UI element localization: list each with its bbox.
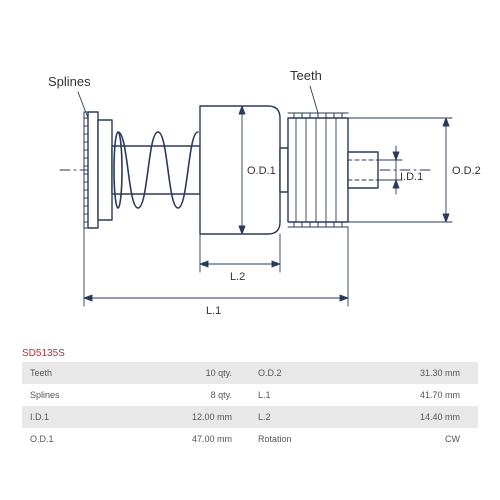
od1-label: O.D.1: [247, 165, 276, 177]
spec-label: Teeth: [22, 362, 92, 384]
spec-label: L.1: [250, 384, 320, 406]
spec-label: O.D.1: [22, 428, 92, 450]
spec-label: L.2: [250, 406, 320, 428]
spec-value: 14.40 mm: [320, 406, 478, 428]
spec-label: Splines: [22, 384, 92, 406]
table-row: Teeth 10 qty. O.D.2 31.30 mm: [22, 362, 478, 384]
spec-table: Teeth 10 qty. O.D.2 31.30 mm Splines 8 q…: [22, 362, 478, 450]
l2-label: L.2: [230, 271, 245, 283]
teeth-label: Teeth: [290, 68, 322, 83]
id1-label: I.D.1: [400, 171, 423, 183]
part-diagram: Splines Teeth O.D.1 I.D.1 O.D.2 L.2 L.1: [0, 0, 500, 345]
spec-value: 41.70 mm: [320, 384, 478, 406]
spec-label: Rotation: [250, 428, 320, 450]
spec-value: 8 qty.: [92, 384, 250, 406]
table-row: Splines 8 qty. L.1 41.70 mm: [22, 384, 478, 406]
spec-value: 10 qty.: [92, 362, 250, 384]
part-number: SD5135S: [22, 348, 65, 359]
spec-label: I.D.1: [22, 406, 92, 428]
spec-value: 12.00 mm: [92, 406, 250, 428]
l1-label: L.1: [206, 305, 221, 317]
spec-value: 47.00 mm: [92, 428, 250, 450]
spec-value: 31.30 mm: [320, 362, 478, 384]
od2-label: O.D.2: [452, 165, 481, 177]
spec-value: CW: [320, 428, 478, 450]
spec-label: O.D.2: [250, 362, 320, 384]
diagram-area: Splines Teeth O.D.1 I.D.1 O.D.2 L.2 L.1: [0, 0, 500, 345]
table-row: I.D.1 12.00 mm L.2 14.40 mm: [22, 406, 478, 428]
table-row: O.D.1 47.00 mm Rotation CW: [22, 428, 478, 450]
splines-label: Splines: [48, 74, 91, 89]
